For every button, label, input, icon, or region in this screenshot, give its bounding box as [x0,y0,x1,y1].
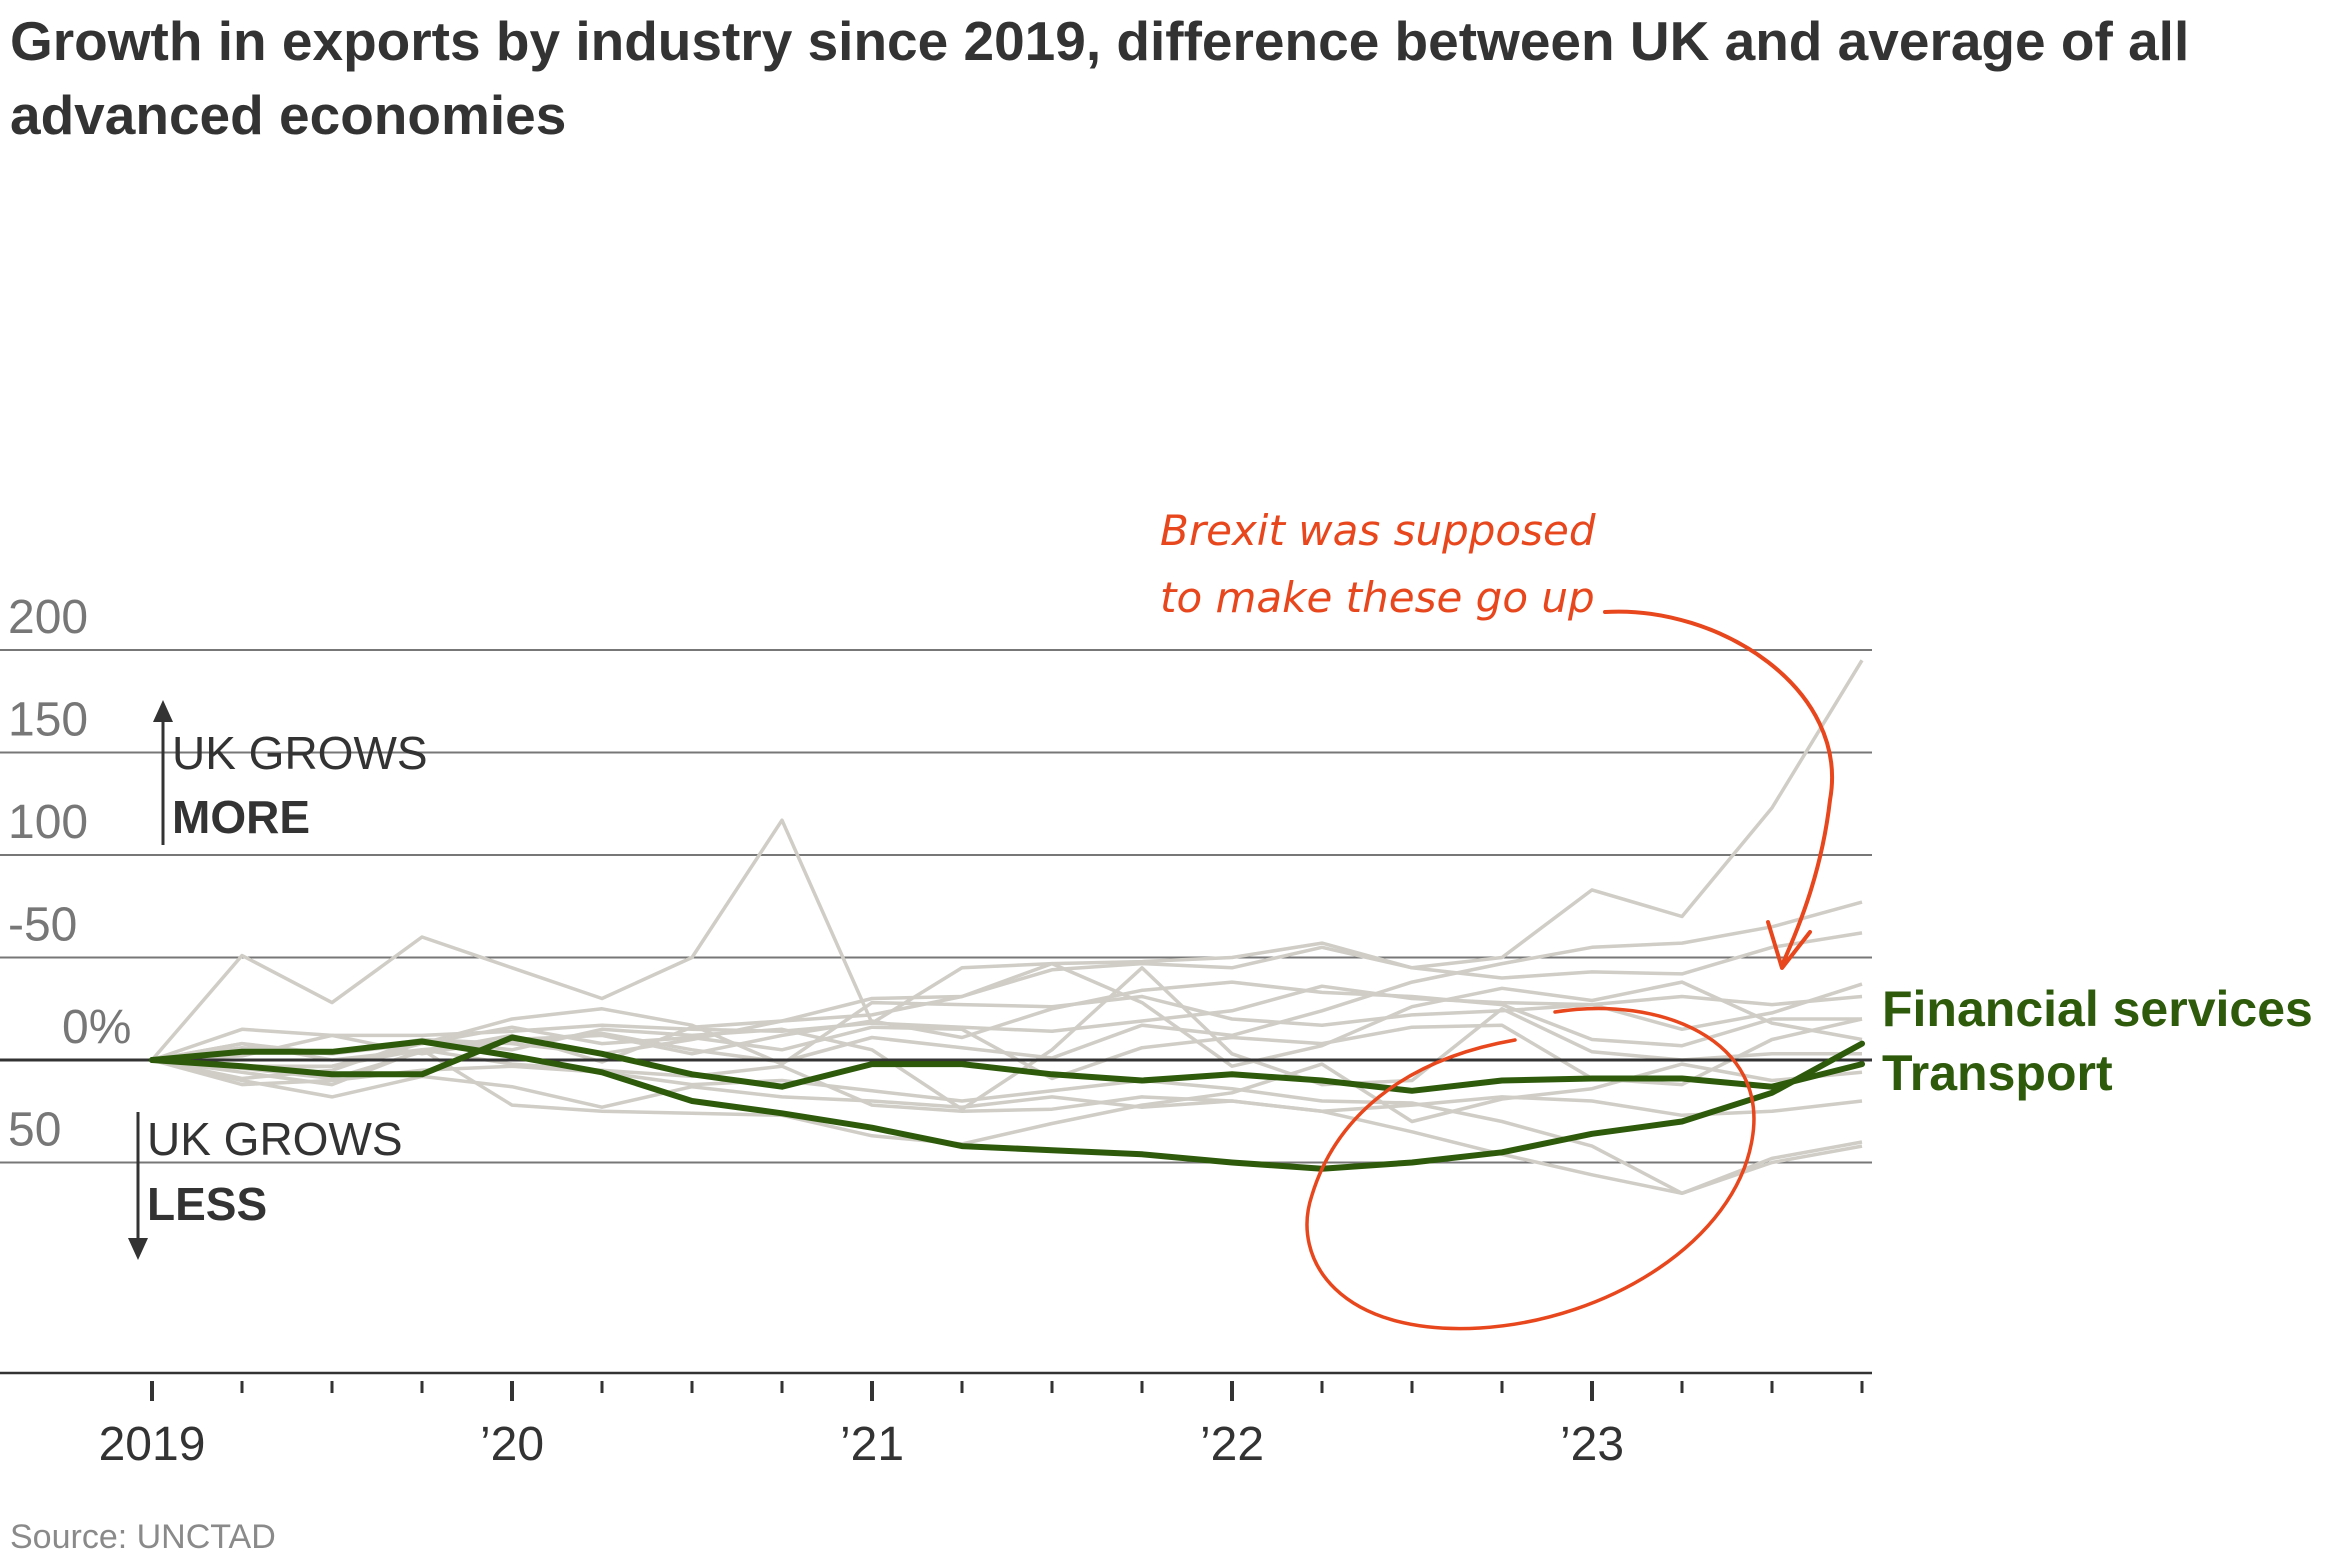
source-note: Source: UNCTAD [10,1518,276,1556]
y-tick-label: 0% [62,1001,131,1054]
series-line-other [151,1048,1863,1196]
y-axis: 200 150 100 -50 0%50 [8,591,131,1157]
label-transport: Transport [1882,1045,2113,1101]
down-arrow-head-icon [128,1238,148,1260]
x-tick-label: 2019 [99,1418,206,1471]
annotation-line1: Brexit was supposed [1160,506,1596,555]
series-line-financial-services [149,1038,1865,1172]
up-label-line2: MORE [172,791,310,843]
annotation-line2: to make these go up [1160,573,1595,622]
y-tick-label: 100 [8,796,88,849]
y-tick-label: 50 [8,1104,61,1157]
series-line-transport [149,1034,1865,1094]
down-label-line2: LESS [147,1178,267,1230]
annotation: Brexit was supposed to make these go up [1160,506,1834,1331]
background-series [150,659,1864,1196]
series-line-other [151,966,1862,1111]
annotation-circle-icon [1305,1006,1756,1331]
y-tick-label: 150 [8,694,88,747]
annotation-arrow-icon [1603,609,1834,967]
x-tick-label: ’22 [1200,1418,1264,1471]
up-label-line1: UK GROWS [172,727,428,779]
chart-title: Growth in exports by industry since 2019… [10,10,2190,146]
up-arrow-head-icon [153,700,173,722]
x-tick-label: ’20 [480,1418,544,1471]
x-tick-label: ’21 [840,1418,904,1471]
series-line-other [151,961,1863,1081]
series-line-other [151,1058,1863,1118]
gridlines [0,649,1872,1164]
x-tick-label: ’23 [1560,1418,1624,1471]
annotation-arrowhead-icon [1766,920,1812,970]
highlight-series [149,1034,1865,1172]
direction-down: UK GROWS LESS [128,1112,403,1260]
series-line-other [150,659,1864,1062]
label-financial-services: Financial services [1882,981,2313,1037]
x-axis: 2019 ’20 ’21 ’22 ’23 [0,1371,1872,1471]
y-tick-label: -50 [8,899,77,952]
direction-up: UK GROWS MORE [153,700,428,845]
y-tick-label: 200 [8,591,88,644]
down-label-line1: UK GROWS [147,1113,403,1165]
